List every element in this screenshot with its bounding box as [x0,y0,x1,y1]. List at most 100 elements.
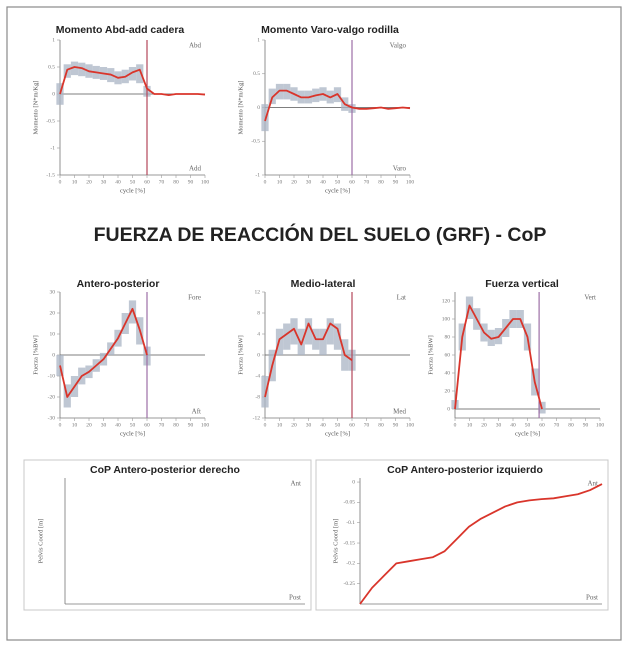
x-tick-label: 90 [188,422,194,428]
y-tick-label: -4 [255,373,260,379]
y-tick-label: 100 [442,316,451,322]
band [261,104,269,132]
x-tick-label: 60 [349,422,355,428]
x-tick-label: 10 [277,422,283,428]
x-tick-label: 80 [173,179,179,185]
x-tick-label: 70 [364,179,370,185]
y-axis-label: Pelvis Coord [m] [332,519,339,564]
annotation: Lat [397,294,406,302]
x-axis-label: cycle [%] [120,187,145,194]
band [70,61,79,76]
y-tick-label: 80 [445,334,451,340]
y-tick-label: -30 [48,415,56,421]
band [326,318,334,345]
x-tick-label: 30 [101,422,107,428]
y-tick-label: 1 [52,37,55,43]
x-axis-label: cycle [%] [120,430,145,437]
y-tick-label: -1 [255,172,260,178]
x-tick-label: 40 [510,422,516,428]
x-tick-label: 40 [115,179,121,185]
panel-box [23,459,312,611]
x-axis-label: cycle [%] [515,430,540,437]
x-tick-label: 90 [393,179,399,185]
x-tick-label: 50 [130,422,136,428]
y-tick-label: 0 [447,406,450,412]
y-axis-label: Momento [N*m/Kg] [237,81,244,135]
annotation: Vert [584,294,596,302]
chart-title: Momento Varo-valgo rodilla [261,24,399,36]
x-tick-label: 0 [59,422,62,428]
x-tick-label: 0 [264,179,267,185]
y-axis-label: Momento [N*m/Kg] [32,81,39,135]
x-tick-label: 20 [291,422,297,428]
band [128,67,137,81]
x-tick-label: 20 [86,422,92,428]
x-tick-label: 30 [101,179,107,185]
x-tick-label: 70 [554,422,560,428]
x-tick-label: 90 [188,179,194,185]
chart-title: Momento Abd-add cadera [56,24,185,36]
y-tick-label: 0 [52,91,55,97]
chart-title: Antero-posterior [77,278,160,290]
band [290,318,298,345]
y-tick-label: 20 [50,310,56,316]
y-tick-label: -1.5 [46,172,55,178]
x-tick-label: 100 [201,179,210,185]
x-tick-label: 10 [277,179,283,185]
x-tick-label: 100 [596,422,605,428]
y-axis-label: Fuerza [%BW] [237,335,244,375]
annotation: Ant [588,480,599,488]
annotation: Add [189,165,202,173]
x-tick-label: 30 [306,179,312,185]
x-tick-label: 0 [454,422,457,428]
band [283,323,291,350]
section-title: FUERZA DE REACCIÓN DEL SUELO (GRF) - CoP [94,222,547,246]
chart-title: CoP Antero-posterior derecho [90,464,240,476]
x-tick-label: 40 [115,422,121,428]
annotation: Ant [291,480,302,488]
band [319,328,327,355]
x-tick-label: 20 [291,179,297,185]
x-tick-label: 0 [59,179,62,185]
x-tick-label: 50 [130,179,136,185]
y-tick-label: 0.5 [48,64,55,70]
annotation: Abd [189,42,202,50]
y-tick-label: 20 [445,388,451,394]
y-tick-label: 10 [50,331,56,337]
y-tick-label: 0 [257,105,260,111]
data-line [59,307,148,398]
data-line [359,483,603,605]
x-tick-label: 80 [378,179,384,185]
x-tick-label: 90 [393,422,399,428]
x-tick-label: 50 [335,422,341,428]
y-tick-label: 8 [257,310,260,316]
y-tick-label: -12 [253,415,261,421]
x-tick-label: 80 [173,422,179,428]
band [261,376,269,408]
band [128,300,137,324]
x-tick-label: 80 [378,422,384,428]
y-tick-label: -0.2 [346,561,355,567]
x-tick-label: 100 [406,179,415,185]
chart-title: CoP Antero-posterior izquierdo [387,464,543,476]
y-axis-label: Fuerza [%BW] [427,335,434,375]
y-tick-label: -0.5 [46,118,55,124]
band [78,62,86,77]
annotation: Post [586,594,598,602]
y-tick-label: -0.25 [344,581,356,587]
x-tick-label: 10 [72,179,78,185]
y-tick-label: 0 [352,479,355,485]
y-tick-label: 0 [257,352,260,358]
x-axis-label: cycle [%] [325,430,350,437]
data-line [264,322,353,398]
annotation: Fore [188,294,201,302]
annotation: Varo [393,165,407,173]
y-tick-label: -8 [255,394,260,400]
y-tick-label: 12 [255,289,261,295]
x-tick-label: 50 [335,179,341,185]
x-tick-label: 40 [320,179,326,185]
x-tick-label: 80 [568,422,574,428]
x-tick-label: 20 [86,179,92,185]
x-tick-label: 10 [467,422,473,428]
